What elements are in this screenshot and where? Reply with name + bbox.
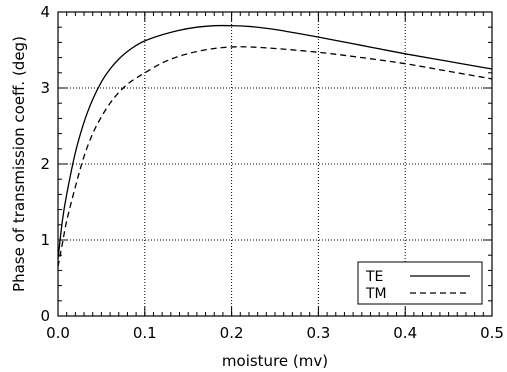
legend-label-te: TE (365, 269, 383, 285)
y-tick-label: 0 (40, 307, 50, 325)
series-line-tm (57, 46, 493, 267)
legend: TE TM (357, 261, 483, 305)
axis-ticks (57, 11, 493, 317)
y-tick-label: 4 (40, 3, 50, 21)
grid-lines (58, 12, 492, 316)
legend-box (357, 261, 483, 305)
x-tick-label: 0.4 (393, 324, 417, 342)
y-axis-label: Phase of transmission coeff. (deg) (10, 36, 28, 292)
series-line-te (57, 24, 493, 260)
x-tick-label: 0.1 (133, 324, 157, 342)
x-tick-label: 0.2 (220, 324, 244, 342)
x-tick-label: 0.0 (46, 324, 70, 342)
tick-labels: 0.0 0.1 0.2 0.3 0.4 0.5 0 1 2 3 4 (40, 3, 503, 342)
series-layer (57, 24, 493, 267)
x-axis-label: moisture (mv) (222, 352, 328, 370)
x-tick-label: 0.3 (306, 324, 330, 342)
y-tick-label: 2 (40, 155, 50, 173)
y-tick-label: 1 (40, 231, 50, 249)
y-tick-label: 3 (40, 79, 50, 97)
legend-label-tm: TM (365, 286, 387, 302)
x-tick-label: 0.5 (480, 324, 504, 342)
